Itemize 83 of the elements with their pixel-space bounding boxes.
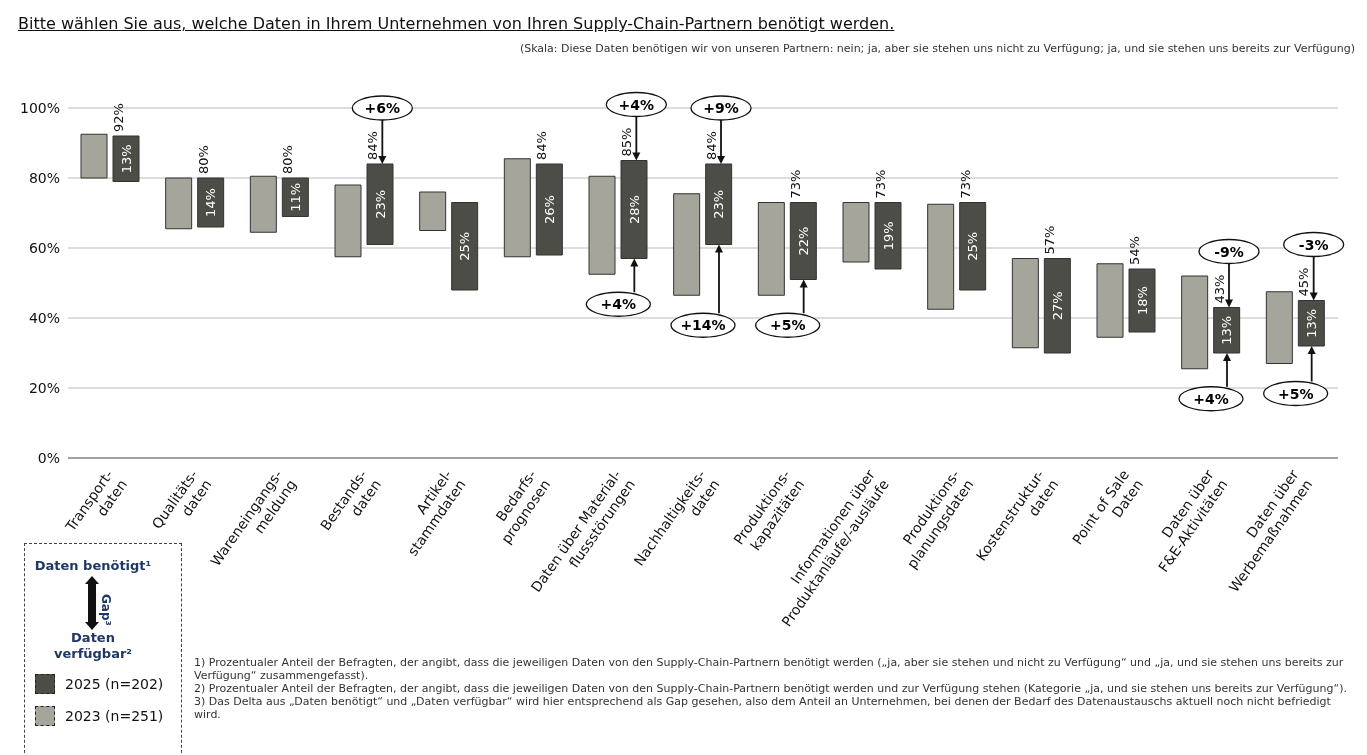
bar: [249, 175, 277, 233]
text: Daten benötigt¹: [33, 558, 153, 574]
annotation: +4%: [618, 96, 655, 113]
bar: [789, 202, 817, 280]
bar: [535, 163, 563, 256]
annotation: 92%: [110, 103, 126, 132]
data-label: 27%: [1049, 291, 1065, 321]
bar: [334, 184, 362, 258]
annotation: 54%: [1126, 236, 1142, 265]
bar: [80, 133, 108, 179]
annotation: 73%: [872, 169, 888, 199]
annotation: 85%: [618, 127, 634, 157]
data-label: 18%: [1134, 286, 1150, 315]
bar: [366, 163, 394, 245]
data-label: 11%: [287, 182, 303, 212]
annotation: +9%: [703, 100, 739, 116]
annotation: 80%: [280, 145, 296, 174]
bar: [165, 177, 193, 230]
legend-label: 2023 (n=251): [65, 708, 164, 724]
bar: [588, 175, 616, 275]
bar: [419, 191, 447, 231]
bar: [673, 193, 701, 296]
data-label: 13%: [118, 144, 134, 174]
annotation: 43%: [1211, 274, 1227, 304]
annotation: -9%: [1214, 243, 1244, 260]
chart-title: Bitte wählen Sie aus, welche Daten in Ihrem Unternehmen von Ihren Supply-Chain-Partnern benötigt werden.: [18, 14, 895, 33]
annotation: +6%: [364, 100, 401, 116]
text: 3) Das Delta aus „Daten benötigt“ und „Daten verfügbar“ wird hier entsprechend als Gap gesehen, also dem Anteil an Unternehmen, bei denen der Bedarf des Datenaustauschs aktuell noch nicht befriedigt wird.: [194, 695, 1332, 721]
y-tick-label: 60%: [28, 239, 60, 256]
text: Daten verfügbar²: [52, 630, 134, 662]
bar: [705, 163, 733, 245]
bar: [620, 160, 648, 259]
annotation: +14%: [680, 317, 726, 334]
annotation: +4%: [600, 296, 637, 313]
annotation: 73%: [788, 169, 804, 199]
bar: [1213, 307, 1241, 354]
y-tick-label: 100%: [19, 99, 60, 116]
text: Gap³: [99, 594, 113, 626]
text: 2) Prozentualer Anteil der Befragten, der angibt, dass die jeweiligen Daten von den Supply-Chain-Partnern benötigt werden und zur Verfügung stehen (Kategorie „ja, und sie stehen uns bereits zur Verfügung“).: [194, 682, 1348, 695]
bar: [959, 202, 987, 291]
bar: [451, 202, 479, 291]
data-label: 13%: [1303, 308, 1319, 338]
bar: [874, 202, 902, 270]
annotation: 57%: [1042, 225, 1058, 255]
data-label: 13%: [1219, 315, 1235, 345]
bar: [197, 177, 225, 228]
data-label: 22%: [795, 226, 811, 256]
annotation: 84%: [534, 131, 550, 160]
legend-label: 2025 (n=202): [65, 676, 164, 692]
bar: [1043, 258, 1071, 354]
annotation: -3%: [1298, 236, 1329, 253]
data-label: 25%: [457, 231, 473, 261]
annotation: +5%: [1277, 385, 1314, 402]
data-label: 23%: [711, 189, 727, 219]
annotation: +4%: [1193, 390, 1229, 407]
bar: [927, 203, 955, 310]
annotation: +5%: [769, 317, 806, 334]
bar: [1096, 263, 1124, 338]
bar: [757, 202, 785, 296]
annotation: 84%: [364, 131, 380, 160]
data-label: 19%: [880, 221, 896, 251]
data-label: 26%: [541, 195, 557, 224]
annotation: 84%: [703, 131, 719, 160]
annotation: 45%: [1296, 267, 1312, 297]
y-tick-label: 40%: [28, 309, 60, 326]
annotation: 80%: [195, 145, 211, 174]
y-tick-label: 80%: [28, 169, 60, 186]
bar: [1265, 291, 1293, 364]
bar: [112, 135, 140, 182]
bar: [503, 158, 531, 258]
data-label: 25%: [965, 231, 981, 261]
annotation: 73%: [957, 169, 973, 199]
data-label: 14%: [203, 188, 219, 217]
text: 1) Prozentualer Anteil der Befragten, der angibt, dass die jeweiligen Daten von den Supply-Chain-Partnern benötigt werden („ja, aber sie stehen und nicht zu Verfügung“ und „ja, und sie stehen uns bereits zur Verfügung“ zusammengefasst).: [194, 656, 1345, 682]
data-label: 23%: [372, 189, 388, 219]
y-tick-label: 0%: [37, 449, 60, 466]
bar: [1128, 268, 1156, 333]
bar: [1011, 258, 1039, 349]
chart-subtitle: (Skala: Diese Daten benötigen wir von unseren Partnern: nein; ja, aber sie stehen uns nicht zu Verfügung; ja, und sie stehen uns bereits zur Verfügung): [519, 42, 1355, 55]
bar: [842, 202, 870, 263]
y-tick-label: 20%: [28, 379, 60, 396]
bar: [1181, 275, 1209, 370]
data-label: 28%: [626, 195, 642, 224]
